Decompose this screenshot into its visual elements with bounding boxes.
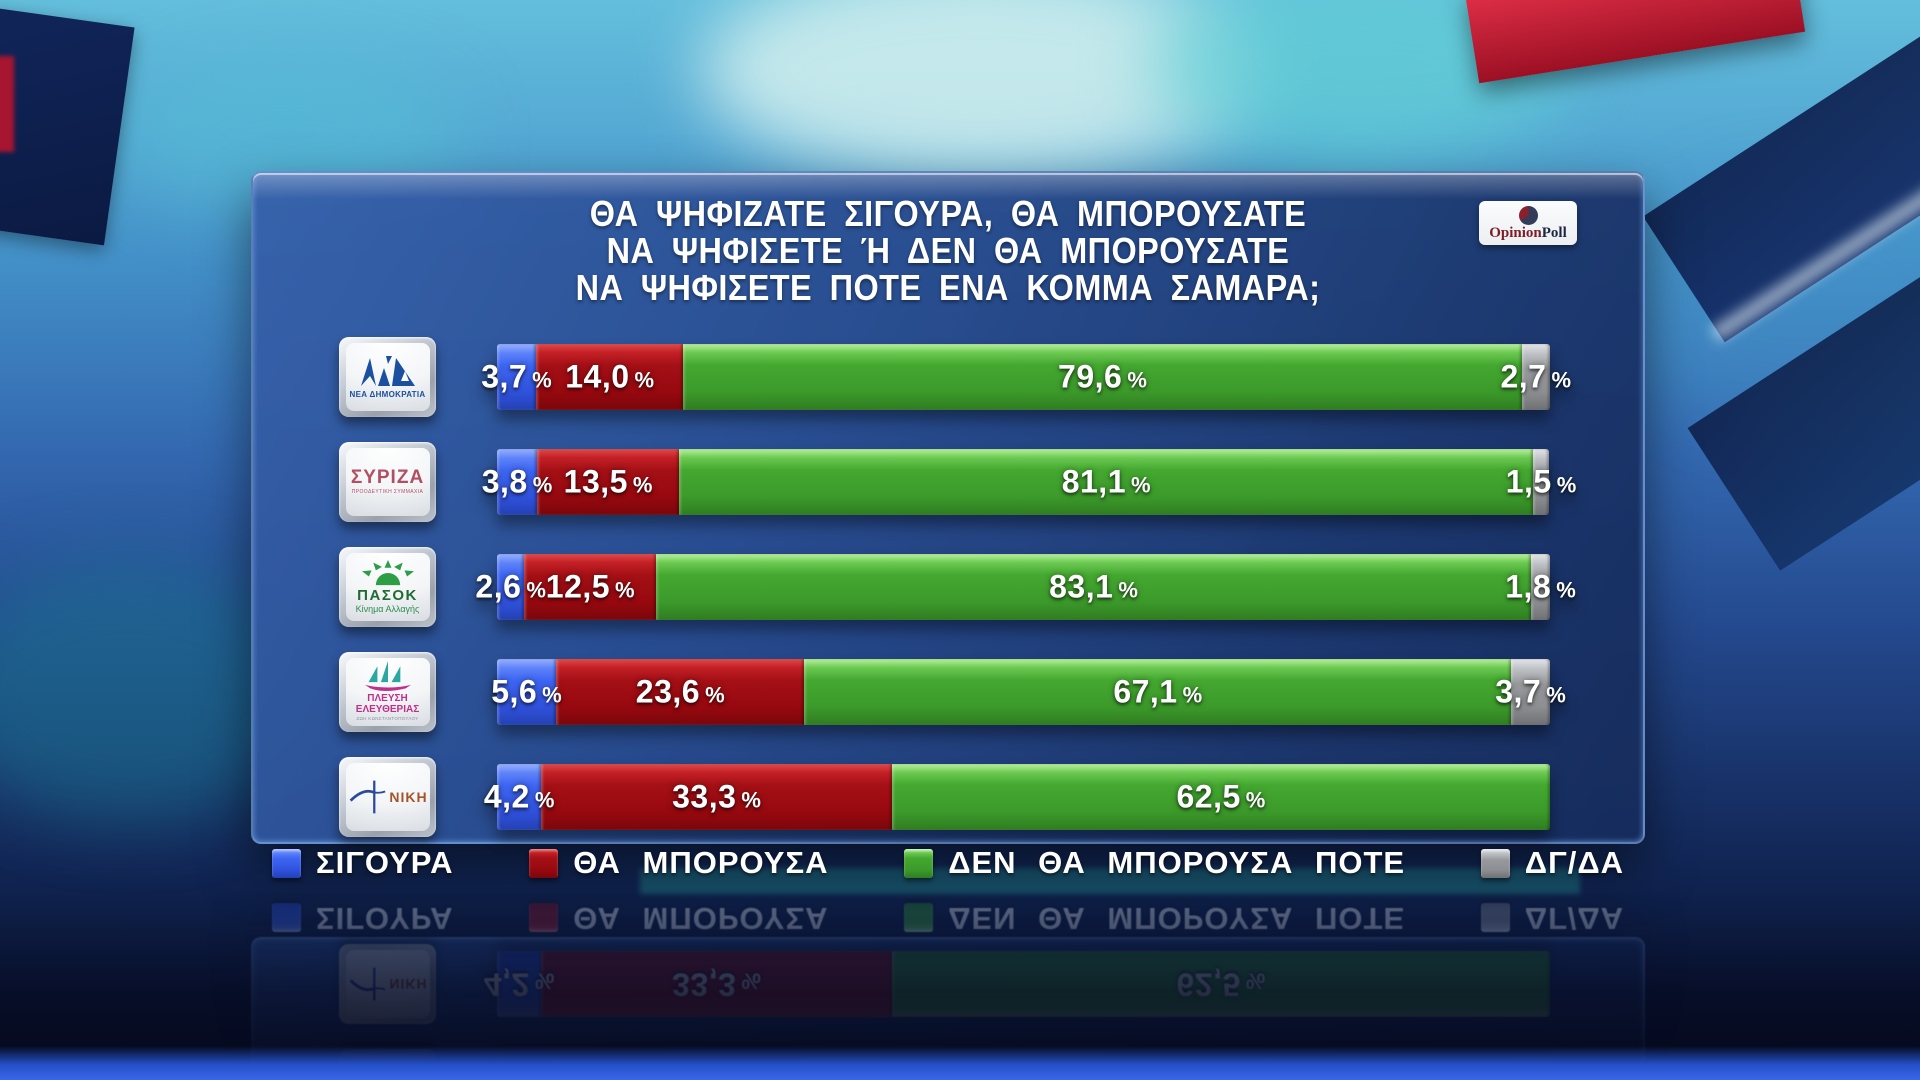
segment-tha-mporousa: 33,3% bbox=[541, 763, 892, 830]
stacked-bar: 2,6% 12,5% 83,1% 1,8% bbox=[475, 553, 1576, 620]
nea-dimokratia-logo: ΝΕΑ ΔΗΜΟΚΡΑΤΙΑ bbox=[345, 342, 430, 411]
legend-swatch-gray bbox=[1480, 848, 1510, 878]
segment-den-tha-mporousa: 81,1% bbox=[679, 448, 1534, 515]
party-name-caption: ΠΛΕΥΣΗ ΕΛΕΥΘΕΡΙΑΣ bbox=[355, 693, 420, 716]
stage: ΘΑ ΨΗΦΙΖΑΤΕ ΣΙΓΟΥΡΑ, ΘΑ ΜΠΟΡΟΥΣΑΤΕ ΝΑ ΨΗ… bbox=[251, 171, 1645, 881]
stacked-bar: 3,8% 13,5% 81,1% 1,5% bbox=[482, 448, 1576, 515]
party-row-niki: ΝΙΚΗ 4,2% 33,3% 62,5% bbox=[253, 744, 1643, 849]
value-label: 33,3% bbox=[672, 778, 761, 814]
segment-den-tha-mporousa: 83,1% bbox=[656, 553, 1532, 620]
niki-logo: ΝΙΚΗ bbox=[345, 762, 430, 831]
value-label: 13,5% bbox=[563, 463, 653, 499]
plefsi-eleftherias-logo: ΠΛΕΥΣΗ ΕΛΕΥΘΕΡΙΑΣ ΖΩΗ ΚΩΝΣΤΑΝΤΟΠΟΥΛΟΥ bbox=[345, 657, 430, 726]
party-name-caption: ΝΕΑ ΔΗΜΟΚΡΑΤΙΑ bbox=[349, 390, 426, 399]
segment-tha-mporousa: 12,5% bbox=[524, 553, 656, 620]
party-logo-plate: ΣΥΡΙΖΑ ΠΡΟΟΔΕΥΤΙΚΗ ΣΥΜΜΑΧΙΑ bbox=[339, 441, 436, 522]
title-line-1: ΘΑ ΨΗΦΙΖΑΤΕ ΣΙΓΟΥΡΑ, ΘΑ ΜΠΟΡΟΥΣΑΤΕ bbox=[589, 193, 1307, 234]
title-line-3: ΝΑ ΨΗΦΙΣΕΤΕ ΠΟΤΕ ΕΝΑ ΚΟΜΜΑ ΣΑΜΑΡΑ; bbox=[575, 267, 1321, 308]
value-label: 2,7% bbox=[1500, 358, 1572, 394]
value-label: 14,0% bbox=[565, 358, 655, 394]
value-label: 5,6% bbox=[491, 673, 562, 709]
party-logo-plate: ΝΕΑ ΔΗΜΟΚΡΑΤΙΑ bbox=[339, 336, 436, 417]
value-label: 79,6% bbox=[1058, 358, 1147, 394]
opinionpoll-wordmark: OpinionPoll bbox=[1489, 224, 1567, 241]
legend-item-dg-da: ΔΓ/ΔΑ bbox=[1480, 845, 1624, 881]
party-row-nea-dimokratia: ΝΕΑ ΔΗΜΟΚΡΑΤΙΑ 3,7% 14,0% 79,6% bbox=[253, 324, 1643, 429]
segment-tha-mporousa: 23,6% bbox=[555, 658, 805, 725]
segment-sigoura: 5,6% bbox=[491, 658, 562, 725]
party-row-plefsi-eleftherias: ΠΛΕΥΣΗ ΕΛΕΥΘΕΡΙΑΣ ΖΩΗ ΚΩΝΣΤΑΝΤΟΠΟΥΛΟΥ 5,… bbox=[253, 639, 1643, 744]
segment-tha-mporousa: 13,5% bbox=[537, 448, 680, 515]
value-label: 3,7% bbox=[1495, 673, 1566, 709]
chart-rows: ΝΕΑ ΔΗΜΟΚΡΑΤΙΑ 3,7% 14,0% 79,6% bbox=[253, 324, 1643, 849]
value-label: 23,6% bbox=[635, 673, 725, 709]
stacked-bar: 5,6% 23,6% 67,1% 3,7% bbox=[491, 658, 1566, 725]
pie-chart-icon bbox=[1518, 205, 1538, 225]
legend: ΣΙΓΟΥΡΑ ΘΑ ΜΠΟΡΟΥΣΑ ΔΕΝ ΘΑ ΜΠΟΡΟΥΣΑ ΠΟΤΕ… bbox=[272, 845, 1624, 881]
segment-den-tha-mporousa: 79,6% bbox=[683, 343, 1522, 410]
backdrop-teal-band bbox=[640, 868, 1580, 894]
segment-sigoura: 3,8% bbox=[482, 448, 552, 515]
value-label: 67,1% bbox=[1113, 673, 1203, 709]
pasok-logo: ΠΑΣΟΚ Κίνημα Αλλαγής bbox=[345, 552, 430, 621]
value-label: 81,1% bbox=[1061, 463, 1151, 499]
stacked-bar: 3,7% 14,0% 79,6% 2,7% bbox=[481, 343, 1571, 410]
party-name-caption: ΠΑΣΟΚ bbox=[357, 586, 418, 604]
party-name-caption: ΝΙΚΗ bbox=[389, 788, 428, 805]
segment-sigoura: 3,7% bbox=[481, 343, 552, 410]
pasok-sun-icon bbox=[361, 559, 414, 585]
segment-sigoura: 4,2% bbox=[484, 763, 554, 830]
legend-item-sigoura: ΣΙΓΟΥΡΑ bbox=[272, 845, 454, 881]
segment-dg-da: 2,7% bbox=[1500, 343, 1571, 410]
party-row-syriza: ΣΥΡΙΖΑ ΠΡΟΟΔΕΥΤΙΚΗ ΣΥΜΜΑΧΙΑ 3,8% 13,5% 8… bbox=[253, 429, 1643, 534]
legend-item-den-tha-mporousa: ΔΕΝ ΘΑ ΜΠΟΡΟΥΣΑ ΠΟΤΕ bbox=[904, 845, 1405, 881]
floor-glow-strip bbox=[0, 1046, 1920, 1080]
legend-item-tha-mporousa: ΘΑ ΜΠΟΡΟΥΣΑ bbox=[529, 845, 828, 881]
party-logo-plate: ΠΑΣΟΚ Κίνημα Αλλαγής bbox=[339, 546, 436, 627]
poll-panel: ΘΑ ΨΗΦΙΖΑΤΕ ΣΙΓΟΥΡΑ, ΘΑ ΜΠΟΡΟΥΣΑΤΕ ΝΑ ΨΗ… bbox=[251, 171, 1645, 844]
nd-monogram-icon bbox=[360, 356, 415, 386]
party-subtitle: ΖΩΗ ΚΩΝΣΤΑΝΤΟΠΟΥΛΟΥ bbox=[356, 716, 419, 722]
party-name-caption: ΣΥΡΙΖΑ bbox=[350, 467, 425, 488]
legend-swatch-red bbox=[529, 848, 559, 878]
opinionpoll-logo: OpinionPoll bbox=[1479, 201, 1577, 245]
party-logo-plate: ΠΛΕΥΣΗ ΕΛΕΥΘΕΡΙΑΣ ΖΩΗ ΚΩΝΣΤΑΝΤΟΠΟΥΛΟΥ bbox=[339, 651, 436, 732]
title-line-2: ΝΑ ΨΗΦΙΣΕΤΕ Ή ΔΕΝ ΘΑ ΜΠΟΡΟΥΣΑΤΕ bbox=[606, 230, 1290, 271]
legend-swatch-blue bbox=[272, 848, 301, 878]
party-row-pasok: ΠΑΣΟΚ Κίνημα Αλλαγής 2,6% 12,5% 83,1% bbox=[253, 534, 1643, 639]
segment-dg-da: 1,5% bbox=[1506, 448, 1576, 515]
segment-dg-da: 1,8% bbox=[1505, 553, 1576, 620]
value-label: 12,5% bbox=[545, 568, 635, 604]
value-label: 3,8% bbox=[481, 463, 553, 499]
value-label: 1,5% bbox=[1505, 463, 1577, 499]
sailboat-icon bbox=[364, 661, 411, 692]
segment-den-tha-mporousa: 62,5% bbox=[891, 763, 1550, 830]
value-label: 2,6% bbox=[475, 568, 546, 604]
backdrop-red-sliver bbox=[0, 56, 14, 152]
syriza-logo: ΣΥΡΙΖΑ ΠΡΟΟΔΕΥΤΙΚΗ ΣΥΜΜΑΧΙΑ bbox=[345, 447, 430, 516]
niki-cross-icon bbox=[350, 780, 386, 813]
legend-swatch-green bbox=[904, 848, 934, 878]
poll-question-title: ΘΑ ΨΗΦΙΖΑΤΕ ΣΙΓΟΥΡΑ, ΘΑ ΜΠΟΡΟΥΣΑΤΕ ΝΑ ΨΗ… bbox=[323, 195, 1574, 306]
segment-tha-mporousa: 14,0% bbox=[535, 343, 684, 410]
value-label: 62,5% bbox=[1176, 778, 1266, 814]
party-logo-plate: ΝΙΚΗ bbox=[339, 756, 436, 837]
value-label: 1,8% bbox=[1505, 568, 1576, 604]
value-label: 3,7% bbox=[481, 358, 552, 394]
party-subtitle: ΠΡΟΟΔΕΥΤΙΚΗ ΣΥΜΜΑΧΙΑ bbox=[351, 489, 424, 495]
party-subtitle: Κίνημα Αλλαγής bbox=[355, 603, 420, 614]
value-label: 83,1% bbox=[1049, 568, 1138, 604]
segment-den-tha-mporousa: 67,1% bbox=[804, 658, 1512, 725]
value-label: 4,2% bbox=[483, 778, 555, 814]
stacked-bar: 4,2% 33,3% 62,5% bbox=[484, 763, 1550, 830]
segment-dg-da: 3,7% bbox=[1495, 658, 1566, 725]
segment-sigoura: 2,6% bbox=[475, 553, 546, 620]
